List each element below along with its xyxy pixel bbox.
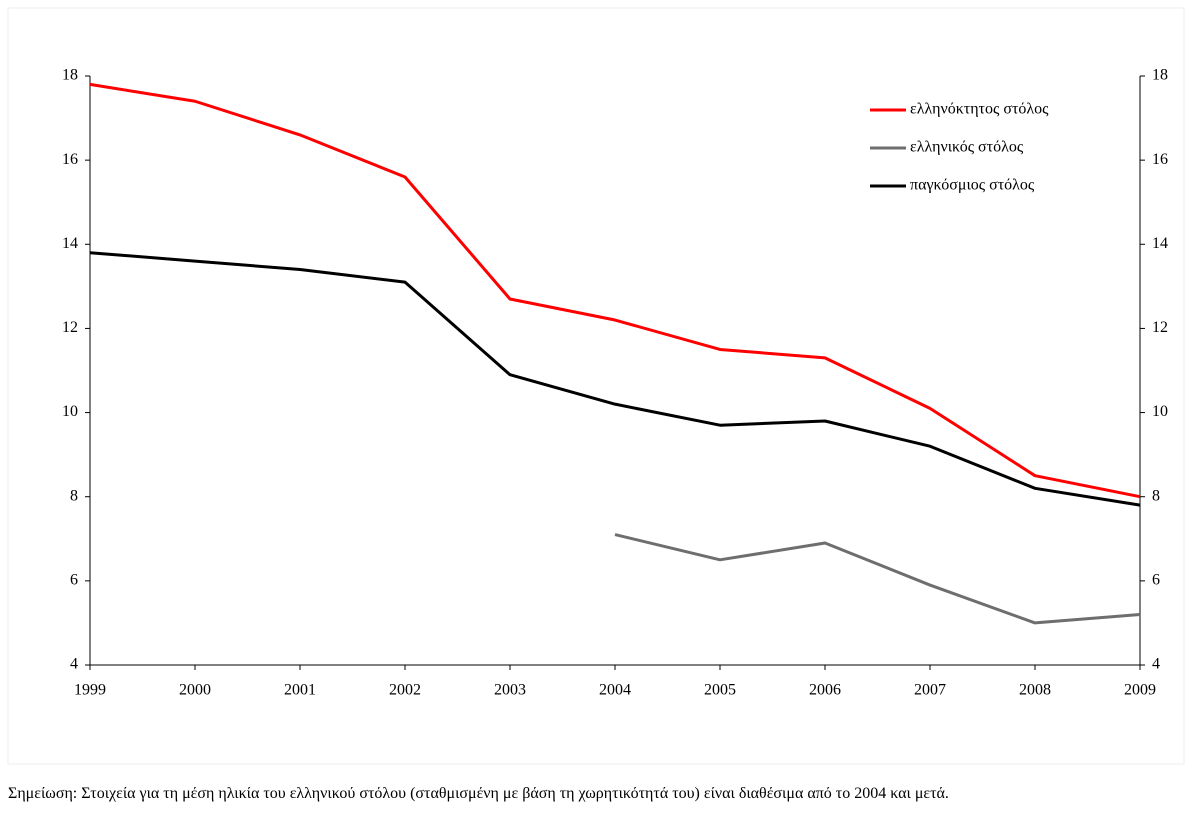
x-tick-label: 2005 (704, 682, 736, 699)
legend-label: παγκόσμιος στόλος (910, 177, 1035, 194)
y2-tick-label: 10 (1152, 403, 1168, 420)
y2-tick-label: 8 (1152, 487, 1160, 504)
x-tick-label: 2007 (914, 682, 946, 699)
x-tick-label: 2004 (599, 682, 631, 699)
y-tick-label: 16 (62, 151, 78, 168)
y2-tick-label: 18 (1152, 67, 1168, 84)
x-tick-label: 1999 (74, 682, 106, 699)
y2-tick-label: 6 (1152, 572, 1160, 589)
x-tick-label: 2002 (389, 682, 421, 699)
legend-label: ελληνόκτητος στόλος (910, 101, 1049, 118)
x-tick-label: 2003 (494, 682, 526, 699)
chart-frame (7, 7, 1185, 765)
y-tick-label: 12 (62, 319, 78, 336)
series-line (89, 82, 1141, 499)
y-tick-label: 6 (70, 572, 78, 589)
x-tick-label: 2009 (1124, 682, 1156, 699)
series-line (89, 251, 1141, 507)
y-tick-label: 14 (62, 235, 78, 252)
x-tick-label: 2000 (179, 682, 211, 699)
y-tick-label: 4 (70, 656, 78, 673)
legend-label: ελληνικός στόλος (910, 139, 1024, 156)
y2-tick-label: 14 (1152, 235, 1168, 252)
y2-tick-label: 4 (1152, 656, 1160, 673)
y2-tick-label: 16 (1152, 151, 1168, 168)
y-tick-label: 8 (70, 487, 78, 504)
y-tick-label: 10 (62, 403, 78, 420)
y-tick-label: 18 (62, 67, 78, 84)
x-tick-label: 2006 (809, 682, 841, 699)
x-tick-label: 2001 (284, 682, 316, 699)
series-line (614, 533, 1141, 625)
y2-tick-label: 12 (1152, 319, 1168, 336)
note: Σημείωση: Στοιχεία για τη μέση ηλικία το… (8, 785, 949, 802)
x-tick-label: 2008 (1019, 682, 1051, 699)
chart: 4 6 8 10 12 14 16 18 4 6 8 10 12 14 16 18 1999 2000 2001 20… (7, 7, 1185, 765)
